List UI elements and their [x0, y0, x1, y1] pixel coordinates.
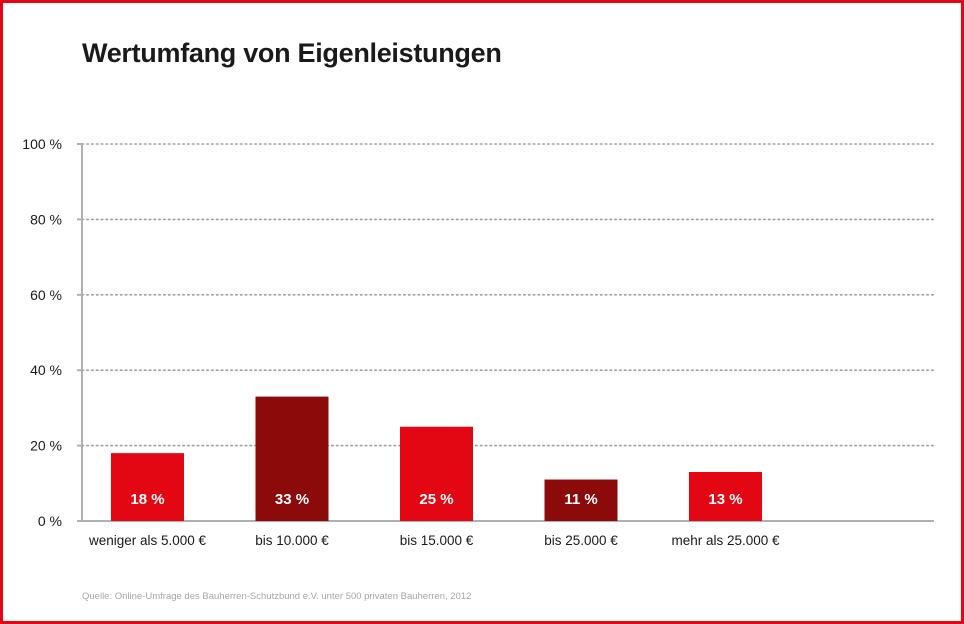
y-tick-label: 0 %	[38, 513, 62, 529]
bar-value-label: 11 %	[564, 491, 597, 508]
bar-value-label: 18 %	[130, 491, 164, 508]
y-tick-label: 40 %	[30, 362, 62, 378]
bar	[111, 453, 184, 521]
bar-value-label: 25 %	[419, 491, 453, 508]
bar-value-label: 33 %	[275, 491, 309, 508]
bar	[544, 479, 618, 521]
x-category-label: mehr als 25.000 €	[671, 533, 780, 548]
y-tick-label: 60 %	[30, 287, 62, 303]
x-category-label: bis 10.000 €	[255, 533, 329, 548]
x-category-label: bis 15.000 €	[400, 533, 474, 548]
bar	[689, 471, 762, 521]
bar-value-label: 13 %	[708, 491, 742, 508]
bar	[400, 426, 473, 521]
source-note: Quelle: Online-Umfrage des Bauherren-Sch…	[82, 591, 472, 602]
chart-title: Wertumfang von Eigenleistungen	[82, 38, 502, 68]
y-tick-label: 80 %	[30, 211, 62, 227]
y-tick-label: 100 %	[22, 136, 62, 152]
x-category-label: bis 25.000 €	[544, 533, 618, 548]
x-category-label: weniger als 5.000 €	[88, 533, 207, 548]
bar	[255, 396, 329, 521]
y-tick-label: 20 %	[30, 438, 62, 454]
